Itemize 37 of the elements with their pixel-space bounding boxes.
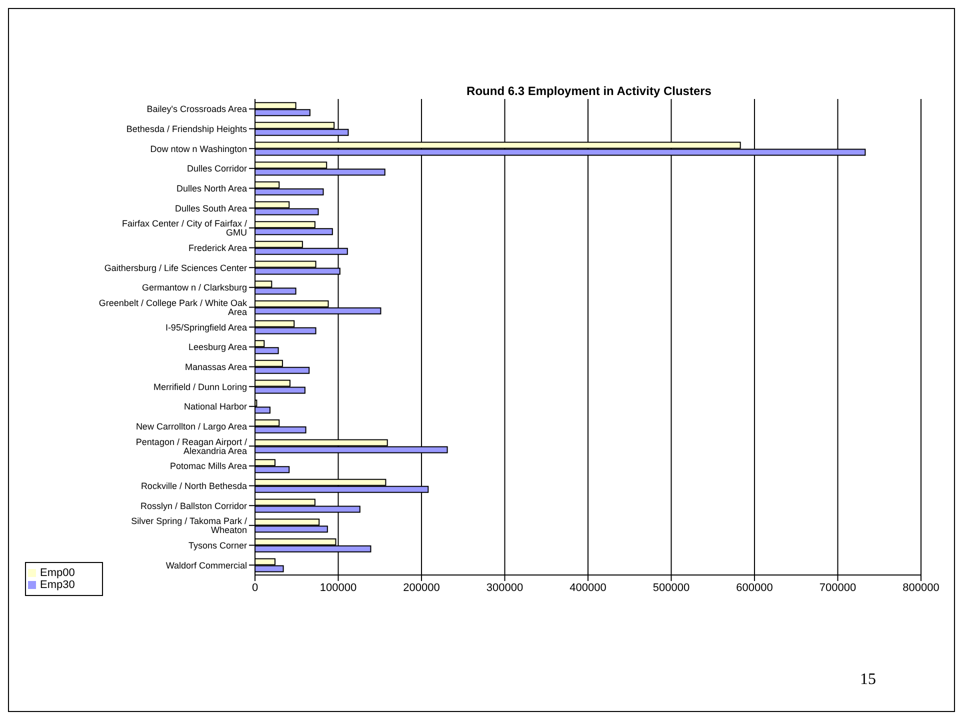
- y-tick-label: National Harbor: [184, 402, 247, 412]
- y-tick-label: Manassas Area: [184, 362, 247, 372]
- y-tick-label: Potomac Mills Area: [170, 461, 247, 472]
- y-tick-label: Silver Spring / Takoma Park / Wheaton: [131, 516, 248, 536]
- y-tick-label: Pentagon / Reagan Airport / Alexandria Area: [136, 436, 248, 456]
- y-tick-label: Rockville / North Bethesda: [140, 480, 247, 491]
- chart-title: Round 6.3 Employment in Activity Clusters: [466, 84, 712, 98]
- x-tick-label: 300000: [486, 582, 524, 594]
- x-tick-label: 600000: [736, 582, 773, 594]
- y-tick-label: Dulles North Area: [176, 183, 247, 194]
- y-tick-label: Dulles Corridor: [186, 164, 247, 174]
- text: 15: [860, 671, 876, 689]
- y-tick-label: Merrifield / Dunn Loring: [153, 382, 247, 392]
- x-tick-label: 700000: [819, 582, 856, 594]
- y-tick-label: Fairfax Center / City of Fairfax / GMU: [122, 218, 248, 238]
- x-tick-label: 200000: [403, 582, 440, 594]
- x-tick-label: 400000: [570, 582, 606, 594]
- y-tick-label: Rosslyn / Ballston Corridor: [140, 500, 247, 511]
- y-tick-label: Greenbelt / College Park / White Oak Area: [98, 298, 248, 317]
- y-tick-label: Dow ntow n Washington: [150, 144, 247, 154]
- x-tick-label: 800000: [902, 582, 940, 594]
- y-tick-label: New Carrollton / Largo Area: [136, 421, 247, 432]
- x-tick-label: 0: [252, 582, 258, 594]
- y-tick-label: Bailey's Crossroads Area: [146, 104, 247, 114]
- x-tick-label: 100000: [320, 582, 357, 594]
- legend-label: Emp00: [40, 567, 75, 579]
- y-tick-label: Gaithersburg / Life Sciences Center: [104, 262, 247, 273]
- y-tick-label: Leesburg Area: [188, 342, 247, 352]
- y-tick-label: Bethesda / Friendship Heights: [126, 124, 248, 134]
- y-tick-label: Dulles South Area: [174, 203, 247, 214]
- y-tick-label: Frederick Area: [188, 242, 247, 253]
- x-tick-label: 500000: [652, 582, 690, 594]
- y-tick-label: I-95/Springfield Area: [165, 322, 247, 332]
- y-tick-label: Waldorf Commercial: [166, 560, 247, 570]
- y-tick-label: Tysons Corner: [188, 540, 247, 550]
- legend-label: Emp30: [40, 579, 75, 591]
- y-tick-label: Germantow n / Clarksburg: [142, 282, 247, 293]
